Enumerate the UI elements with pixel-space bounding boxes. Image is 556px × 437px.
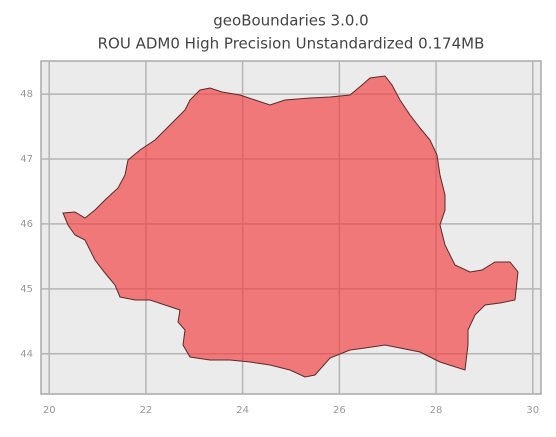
x-tick-label: 24 bbox=[236, 405, 249, 416]
y-tick-label: 46 bbox=[20, 219, 33, 230]
x-tick-label: 20 bbox=[43, 405, 56, 416]
chart-title: geoBoundaries 3.0.0 bbox=[213, 12, 368, 30]
x-tick-label: 28 bbox=[430, 405, 443, 416]
y-tick-label: 44 bbox=[20, 349, 33, 360]
y-tick-label: 47 bbox=[20, 154, 33, 165]
x-tick-label: 22 bbox=[140, 405, 153, 416]
y-tick-label: 45 bbox=[20, 284, 33, 295]
x-tick-label: 26 bbox=[333, 405, 346, 416]
y-tick-label: 48 bbox=[20, 89, 33, 100]
chart-subtitle: ROU ADM0 High Precision Unstandardized 0… bbox=[98, 35, 485, 53]
country-boundary bbox=[62, 75, 519, 378]
x-tick-label: 30 bbox=[526, 405, 539, 416]
